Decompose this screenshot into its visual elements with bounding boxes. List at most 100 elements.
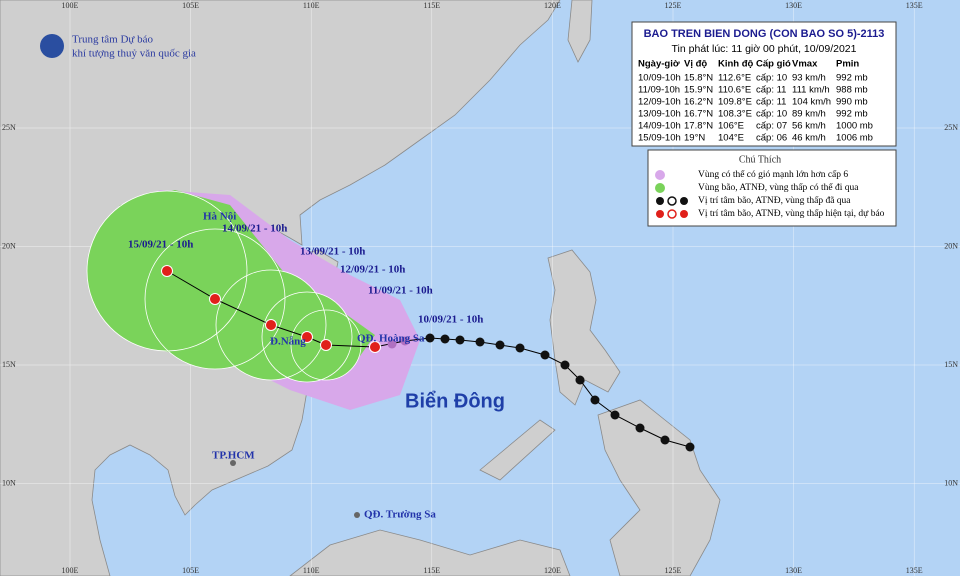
- table-cell: 988 mb: [836, 85, 868, 96]
- table-cell: 93 km/h: [792, 73, 826, 84]
- table-cell: 1000 mb: [836, 121, 873, 132]
- agency-line: Trung tâm Dự báo: [72, 34, 154, 46]
- track-label: 11/09/21 - 10h: [368, 285, 433, 297]
- table-cell: 108.3°E: [718, 109, 752, 120]
- table-cell: 112.6°E: [718, 73, 751, 84]
- track-label: 13/09/21 - 10h: [300, 246, 365, 258]
- legend-title: Chú Thích: [739, 154, 781, 165]
- track-label: 15/09/21 - 10h: [128, 239, 193, 251]
- table-cell: 15/09-10h: [638, 133, 681, 144]
- table-cell: 104°E: [718, 133, 744, 144]
- table-cell: cấp: 11: [756, 85, 786, 96]
- legend-item: Vị trí tâm bão, ATNĐ, vùng thấp đã qua: [698, 195, 851, 206]
- place-label: TP.HCM: [212, 450, 255, 462]
- table-cell: 11/09-10h: [638, 85, 680, 96]
- table-cell: 104 km/h: [792, 97, 831, 108]
- longitude-label: 115E: [424, 566, 441, 575]
- longitude-label: 115E: [424, 1, 441, 10]
- latitude-label: 15N: [2, 360, 16, 369]
- table-cell: 16.2°N: [684, 97, 713, 108]
- longitude-label: 130E: [785, 1, 802, 10]
- island-dot: [354, 512, 360, 518]
- table-cell: 110.6°E: [718, 85, 751, 96]
- longitude-label: 105E: [182, 566, 199, 575]
- table-cell: 16.7°N: [684, 109, 713, 120]
- longitude-label: 125E: [665, 1, 682, 10]
- table-cell: 17.8°N: [684, 121, 713, 132]
- table-cell: 1006 mb: [836, 133, 873, 144]
- column-header: Vị độ: [684, 59, 707, 70]
- sea-name: Biển Đông: [405, 390, 505, 412]
- track-label: 14/09/21 - 10h: [222, 223, 287, 235]
- place-label: Đ.Nẵng: [270, 336, 306, 348]
- longitude-label: 120E: [544, 566, 561, 575]
- table-cell: cấp: 10: [756, 109, 787, 120]
- legend-box: [647, 149, 897, 227]
- track-label: 12/09/21 - 10h: [340, 264, 405, 276]
- agency-line: khí tượng thuỷ văn quốc gia: [72, 48, 196, 60]
- table-cell: 990 mb: [836, 97, 868, 108]
- logo: [40, 34, 64, 58]
- table-cell: cấp: 06: [756, 133, 787, 144]
- table-cell: cấp: 11: [756, 97, 786, 108]
- latitude-label: 20N: [2, 241, 16, 250]
- table-cell: 992 mb: [836, 109, 868, 120]
- latitude-label: 25N: [2, 123, 16, 132]
- longitude-label: 105E: [182, 1, 199, 10]
- legend-item: Vùng bão, ATNĐ, vùng thấp có thể đi qua: [698, 182, 859, 193]
- longitude-label: 100E: [62, 566, 79, 575]
- longitude-label: 130E: [785, 566, 802, 575]
- longitude-label: 135E: [906, 566, 923, 575]
- table-cell: 14/09-10h: [638, 121, 681, 132]
- table-cell: cấp: 10: [756, 73, 787, 84]
- table-cell: 56 km/h: [792, 121, 826, 132]
- latitude-label: 10N: [944, 478, 958, 487]
- place-label: Hà Nội: [203, 211, 236, 223]
- longitude-label: 100E: [62, 1, 79, 10]
- column-header: Cấp gió: [756, 59, 791, 70]
- table-cell: 111 km/h: [792, 85, 830, 96]
- longitude-label: 135E: [906, 1, 923, 10]
- latitude-label: 25N: [944, 123, 958, 132]
- past-track: [425, 333, 695, 452]
- bulletin-table: Ngày-giờ Vị độ Kinh độ Cấp gió Vmax Pmin 10/09…: [638, 59, 873, 144]
- column-header: Pmin: [836, 59, 859, 70]
- latitude-label: 15N: [944, 360, 958, 369]
- city-dot: [230, 460, 236, 466]
- bulletin-issued: Tin phát lúc: 11 giờ 00 phút, 10/09/2021: [672, 43, 857, 55]
- column-header: Vmax: [792, 59, 818, 70]
- legend-icon: [655, 183, 665, 193]
- place-label: QĐ. Hoàng Sa: [357, 333, 425, 345]
- table-cell: 13/09-10h: [638, 109, 681, 120]
- latitude-label: 20N: [944, 241, 958, 250]
- table-cell: 15.8°N: [684, 73, 713, 84]
- place-label: QĐ. Trường Sa: [364, 509, 436, 521]
- table-cell: 106°E: [718, 121, 744, 132]
- forecast-centers: [161, 265, 381, 353]
- past-track-recent: [387, 336, 410, 349]
- legend-icon: [656, 196, 688, 206]
- table-cell: 19°N: [684, 133, 705, 144]
- table-cell: 10/09-10h: [638, 73, 681, 84]
- forecast-circles: [86, 190, 362, 383]
- table-cell: 12/09-10h: [638, 97, 681, 108]
- longitude-label: 125E: [665, 566, 682, 575]
- legend-icon: [656, 209, 688, 219]
- latitude-label: 10N: [2, 478, 16, 487]
- table-cell: 992 mb: [836, 73, 868, 84]
- legend-item: Vùng có thể có gió mạnh lớn hơn cấp 6: [698, 169, 848, 180]
- table-cell: 89 km/h: [792, 109, 826, 120]
- longitude-label: 120E: [544, 1, 561, 10]
- track-label: 10/09/21 - 10h: [418, 314, 483, 326]
- longitude-label: 110E: [303, 566, 320, 575]
- legend-item: Vị trí tâm bão, ATNĐ, vùng thấp hiện tại…: [698, 208, 885, 219]
- bulletin-title: BAO TREN BIEN DONG (CON BAO SO 5)-2113: [644, 28, 885, 40]
- column-header: Ngày-giờ: [638, 59, 680, 70]
- table-cell: 15.9°N: [684, 85, 713, 96]
- table-cell: 109.8°E: [718, 97, 752, 108]
- column-header: Kinh độ: [718, 59, 754, 70]
- table-cell: 46 km/h: [792, 133, 826, 144]
- table-cell: cấp: 07: [756, 121, 787, 132]
- longitude-label: 110E: [303, 1, 320, 10]
